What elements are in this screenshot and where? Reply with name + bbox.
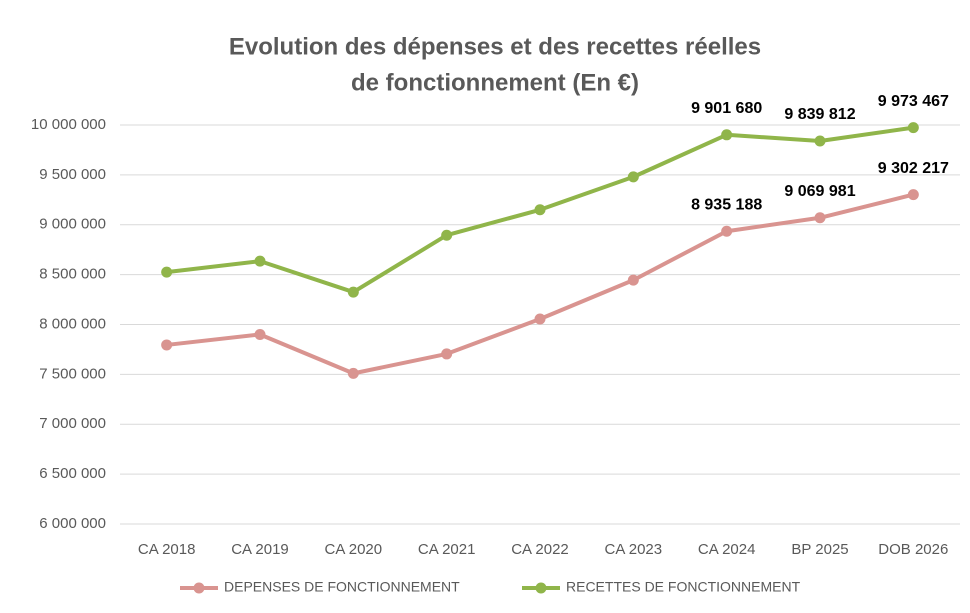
point xyxy=(534,204,546,216)
legend-label: RECETTES DE FONCTIONNEMENT xyxy=(566,579,801,595)
point xyxy=(254,255,266,267)
point xyxy=(161,339,173,351)
point xyxy=(721,225,733,237)
point xyxy=(627,171,639,183)
x-tick-label: DOB 2026 xyxy=(878,541,948,558)
x-tick-label: CA 2021 xyxy=(418,541,476,558)
point xyxy=(627,274,639,286)
y-tick-label: 8 500 000 xyxy=(39,266,106,283)
point xyxy=(907,189,919,201)
y-tick-label: 6 500 000 xyxy=(39,465,106,482)
y-tick-label: 9 000 000 xyxy=(39,216,106,233)
y-tick-label: 8 000 000 xyxy=(39,315,106,332)
legend-marker xyxy=(193,582,205,594)
point xyxy=(441,348,453,360)
legend-label: DEPENSES DE FONCTIONNEMENT xyxy=(224,579,460,595)
x-tick-label: CA 2020 xyxy=(325,541,383,558)
y-tick-label: 7 000 000 xyxy=(39,415,106,432)
y-tick-label: 6 000 000 xyxy=(39,515,106,532)
data-label: 9 069 981 xyxy=(784,183,855,200)
point xyxy=(161,266,173,278)
x-tick-label: BP 2025 xyxy=(791,541,848,558)
point xyxy=(907,122,919,134)
legend-marker xyxy=(535,582,547,594)
series-line xyxy=(166,192,914,376)
point xyxy=(534,313,546,325)
x-tick-label: CA 2018 xyxy=(138,541,196,558)
point xyxy=(347,367,359,379)
y-tick-label: 7 500 000 xyxy=(39,365,106,382)
point xyxy=(441,229,453,241)
point xyxy=(347,286,359,298)
point xyxy=(721,129,733,141)
point xyxy=(814,212,826,224)
chart-title: de fonctionnement (En €) xyxy=(351,69,639,96)
y-tick-label: 9 500 000 xyxy=(39,166,106,183)
data-label: 9 901 680 xyxy=(691,100,762,117)
data-label: 9 839 812 xyxy=(784,106,855,123)
point xyxy=(254,328,266,340)
chart-title: Evolution des dépenses et des recettes r… xyxy=(229,33,761,60)
x-tick-label: CA 2023 xyxy=(605,541,663,558)
data-label: 9 302 217 xyxy=(878,160,949,177)
data-label: 9 973 467 xyxy=(878,93,949,110)
x-tick-label: CA 2024 xyxy=(698,541,756,558)
point xyxy=(814,135,826,147)
data-label: 8 935 188 xyxy=(691,196,762,213)
x-tick-label: CA 2022 xyxy=(511,541,569,558)
y-tick-label: 10 000 000 xyxy=(31,116,106,133)
x-tick-label: CA 2019 xyxy=(231,541,289,558)
